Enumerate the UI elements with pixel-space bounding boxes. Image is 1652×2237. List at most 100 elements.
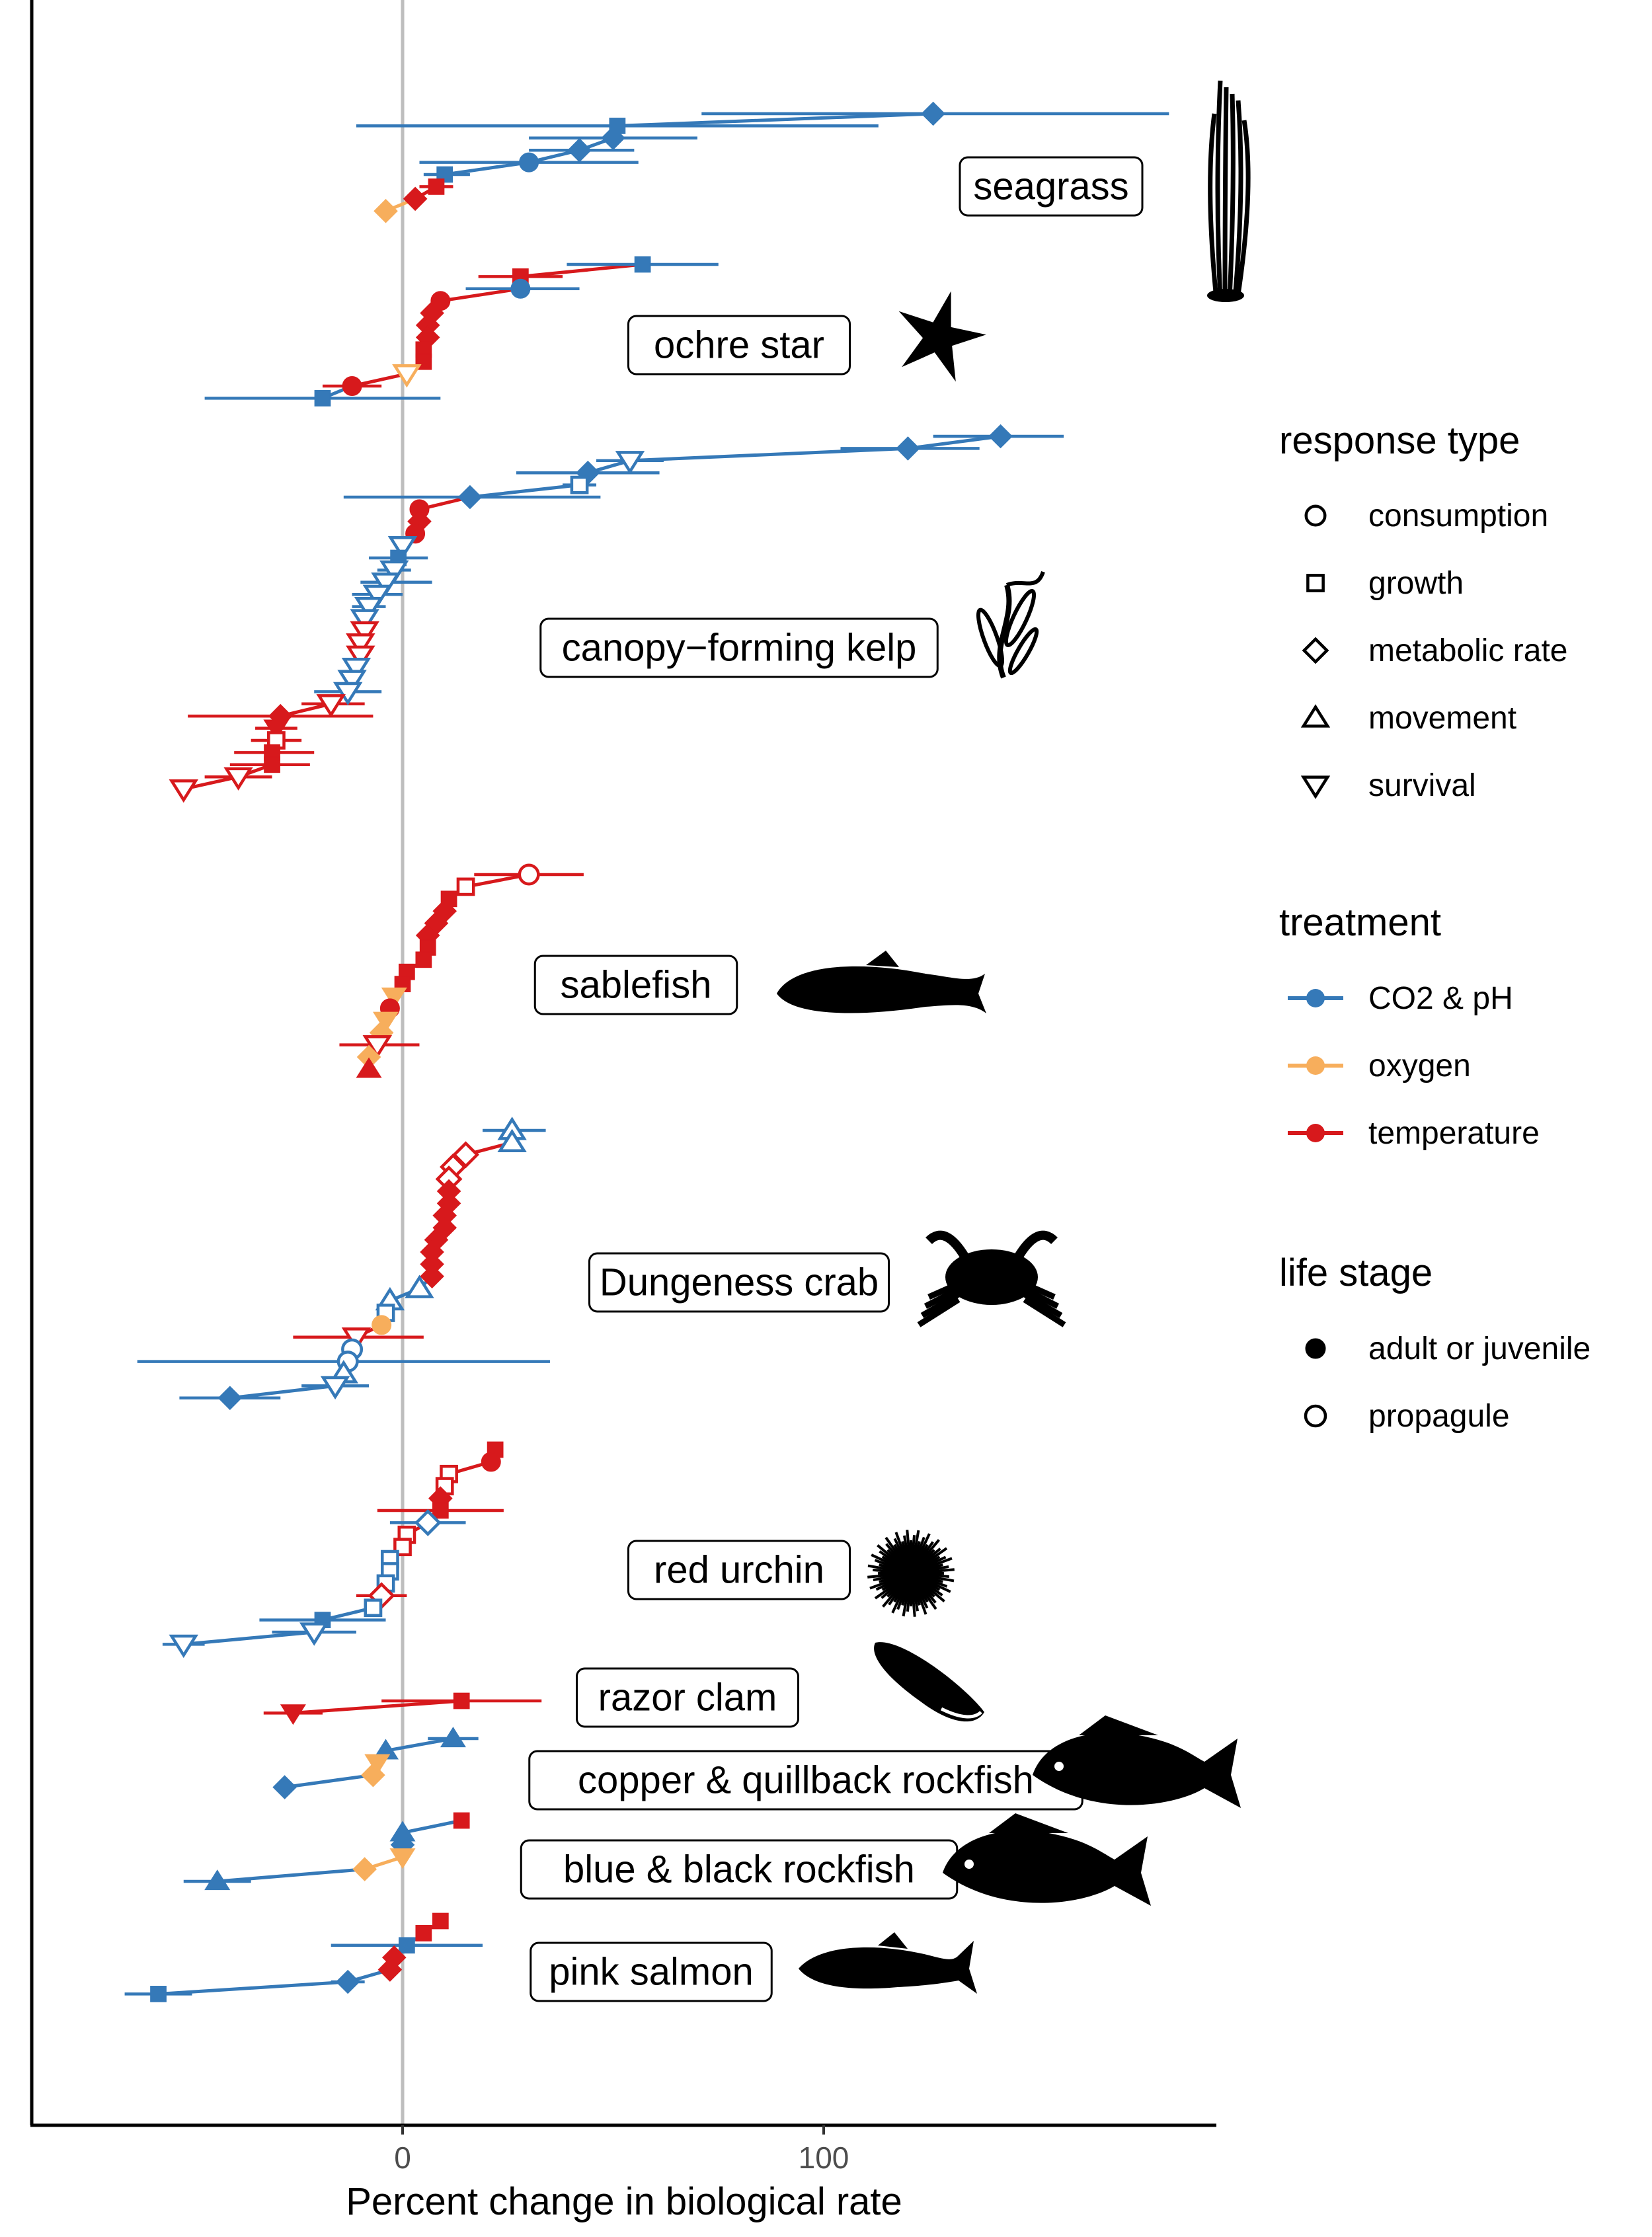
data-point — [988, 424, 1013, 449]
data-point — [570, 475, 589, 494]
copper-rockfish-icon — [1033, 1715, 1241, 1808]
legend-key-growth — [1306, 574, 1325, 592]
species-label: Dungeness crab — [588, 1252, 890, 1313]
legend-key-consumption — [1304, 504, 1327, 527]
x-tick-label: 100 — [799, 2140, 849, 2175]
data-point — [364, 1598, 383, 1618]
data-point — [362, 1035, 393, 1059]
data-point — [436, 166, 453, 183]
data-point — [453, 1692, 470, 1709]
connector-line — [293, 1699, 462, 1715]
legend-label: movement — [1368, 701, 1516, 736]
data-point — [518, 863, 540, 886]
group-pink-salmon — [124, 1912, 483, 2002]
data-point — [316, 694, 346, 718]
blue-rockfish-icon — [943, 1813, 1151, 1906]
group-blue-black-rockfish — [183, 1812, 470, 1891]
group-red-urchin — [162, 1441, 504, 1659]
data-point — [150, 1986, 167, 2002]
data-point — [420, 1264, 444, 1289]
group-ochre-star — [204, 256, 719, 407]
data-point — [263, 719, 290, 740]
data-point — [387, 535, 418, 560]
species-label-text: pink salmon — [549, 1951, 753, 1994]
sablefish-icon — [777, 951, 986, 1013]
species-label: blue & black rockfish — [520, 1839, 959, 1900]
connector-line — [217, 1867, 365, 1883]
legend-key-filled — [1305, 1338, 1326, 1359]
connector-line — [385, 1737, 453, 1752]
salmon-icon — [799, 1932, 977, 1994]
data-point — [428, 178, 445, 195]
data-point — [350, 621, 379, 645]
species-label-box — [533, 955, 738, 1015]
data-point — [567, 137, 592, 163]
data-point — [398, 1937, 415, 1954]
data-point — [432, 1912, 449, 1930]
legend-label: oxygen — [1368, 1048, 1471, 1083]
species-label: sablefish — [533, 955, 738, 1015]
connector-line — [229, 1384, 336, 1400]
data-point — [457, 485, 483, 510]
data-point — [223, 767, 253, 791]
data-point — [346, 645, 375, 669]
group-copper-quillback-rockfish — [272, 1727, 479, 1799]
razor-clam-icon — [874, 1642, 984, 1722]
x-tick-label: 0 — [394, 2140, 411, 2175]
connector-line — [440, 287, 521, 303]
legend-title-treatment: treatment — [1279, 901, 1441, 944]
data-point — [896, 436, 920, 461]
data-point — [361, 1762, 385, 1787]
legend-title-response-type: response type — [1279, 419, 1520, 462]
data-point — [314, 390, 331, 407]
data-point — [372, 1315, 392, 1335]
data-point — [921, 101, 945, 126]
legend-label: consumption — [1368, 498, 1548, 533]
species-icons — [777, 80, 1251, 1994]
species-label-text: ochre star — [654, 324, 824, 367]
data-point — [453, 1812, 470, 1829]
data-point — [389, 1848, 416, 1869]
legend-title-life-stage: life stage — [1279, 1251, 1433, 1294]
connector-line — [617, 112, 933, 128]
species-label-box — [576, 1667, 799, 1728]
data-point — [204, 1869, 231, 1891]
legend-key-survival — [1300, 775, 1331, 799]
data-point — [373, 1011, 399, 1033]
legend-key-point — [1306, 1124, 1325, 1142]
species-label-text: copper & quillback rockfish — [578, 1759, 1034, 1802]
kelp-icon — [976, 570, 1045, 679]
connector-line — [520, 262, 643, 278]
species-label-text: blue & black rockfish — [563, 1848, 915, 1891]
species-label-box — [530, 1942, 773, 2002]
species-labels: seagrass ochre star canopy−forming kelp sab… — [520, 156, 1144, 2002]
legend-label: survival — [1368, 768, 1476, 803]
data-point — [414, 1509, 442, 1536]
legend-label: temperature — [1368, 1116, 1540, 1151]
data-point — [333, 682, 363, 706]
legend-key-open — [1304, 1404, 1327, 1428]
data-point — [280, 1704, 306, 1725]
species-label-box — [959, 156, 1144, 217]
data-marks — [124, 101, 1169, 2002]
x-axis-label: Percent change in biological rate — [346, 2180, 902, 2223]
data-point — [217, 1386, 243, 1411]
data-point — [415, 1925, 432, 1942]
data-point — [519, 152, 539, 173]
data-point — [634, 256, 651, 273]
data-point — [440, 1727, 466, 1748]
data-point — [456, 877, 475, 896]
data-point — [392, 364, 422, 388]
species-label-box — [627, 315, 851, 375]
data-point — [381, 987, 407, 1008]
species-label-text: seagrass — [973, 165, 1128, 208]
data-point — [415, 951, 432, 968]
species-label-text: razor clam — [598, 1676, 777, 1719]
data-point — [405, 1275, 434, 1298]
data-point — [497, 1128, 527, 1153]
species-label: seagrass — [959, 156, 1144, 217]
sea-star-icon — [898, 291, 986, 382]
legend-label: growth — [1368, 566, 1464, 601]
group-dungeness-crab — [137, 1117, 550, 1411]
species-label: red urchin — [627, 1540, 851, 1600]
